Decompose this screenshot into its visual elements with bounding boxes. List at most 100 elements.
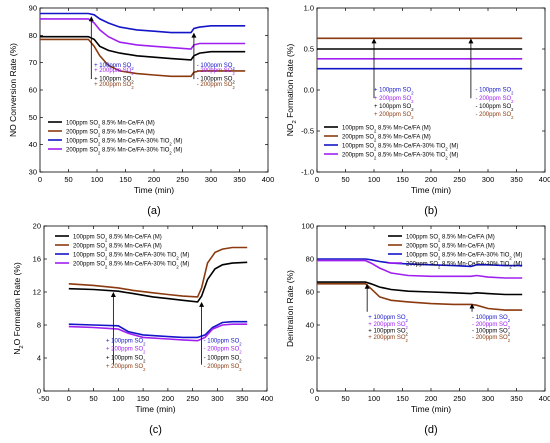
x-tick-label: 0: [315, 394, 319, 403]
annotation-remove-so2: - 100ppm SO2: [197, 76, 236, 84]
x-tick-label: 300: [482, 175, 495, 184]
x-tick-label: 150: [119, 175, 132, 184]
x-tick-label: 50: [341, 394, 349, 403]
y-tick-label: 20: [306, 354, 314, 363]
annotation-remove-so2: - 200ppm SO2: [472, 322, 511, 330]
legend-entry-1: 100ppm SO2 8.5% Mn-Ce/FA (M): [406, 234, 495, 242]
series-line-1: [40, 35, 246, 61]
y-tick-label: 8: [37, 321, 41, 330]
x-tick-label: 350: [510, 175, 523, 184]
x-tick-label: 300: [205, 175, 218, 184]
annotation-add-so2: + 100ppm SO2: [94, 63, 134, 71]
legend-entry-3: 100ppm SO2 8.5% Mn-Ce/FA-30% TiO2 (M): [406, 252, 522, 260]
arrow-head: [364, 283, 370, 289]
x-axis-label: Time (min): [411, 185, 451, 195]
legend-entry-1: 100ppm SO2 8.5% Mn-Ce/FA (M): [66, 120, 155, 128]
x-tick-label: 350: [236, 394, 249, 403]
y-tick-label: 40: [29, 140, 37, 149]
x-tick-label: 200: [425, 394, 438, 403]
y-axis-label: N2O Formation Rate (%): [12, 262, 25, 355]
annotation-add-so2: + 200ppm SO2: [106, 364, 146, 372]
legend-entry-2: 200ppm SO2 8.5% Mn-Ce/FA (M): [73, 243, 162, 251]
y-axis-label: Denitration Rate (%): [285, 270, 295, 347]
legend-entry-4: 200ppm SO2 8.5% Mn-Ce/FA-30% TiO2 (M): [406, 261, 522, 269]
annotation-remove-so2: - 200ppm SO2: [475, 112, 514, 120]
arrow-head: [88, 16, 94, 22]
y-tick-label: 4: [37, 354, 41, 363]
x-tick-label: 250: [453, 175, 466, 184]
x-tick-label: 100: [368, 175, 381, 184]
x-tick-label: 200: [148, 175, 161, 184]
chart-panel-a: 0 50 100 150 200 250 300 350 400 30 40 50 60 70 80 90 Ti…: [8, 4, 274, 218]
annotation-remove-so2: - 100ppm SO2: [475, 104, 514, 112]
annotation-add-so2: + 200ppm SO2: [106, 347, 146, 355]
legend: 100ppm SO2 8.5% Mn-Ce/FA (M)200ppm SO2 8…: [388, 234, 522, 269]
series-line-2: [40, 38, 246, 78]
legend-entry-1: 100ppm SO2 8.5% Mn-Ce/FA (M): [73, 234, 162, 242]
x-tick-label: 50: [341, 175, 349, 184]
arrow-head: [469, 303, 475, 309]
legend-entry-2: 200ppm SO2 8.5% Mn-Ce/FA (M): [342, 134, 431, 142]
chart-panel-b: 0 50 100 150 200 250 300 350 400 -1.0 -0.5 0.0 0.5 1.…: [285, 4, 550, 218]
series-line-3: [317, 258, 523, 268]
y-tick-label: -0.5: [301, 127, 314, 136]
annotation-add-so2: + 200ppm SO2: [94, 68, 134, 76]
y-tick-label: 80: [306, 255, 314, 264]
series-line-2: [68, 246, 248, 298]
y-tick-label: 70: [29, 58, 37, 67]
x-tick-label: 50: [89, 394, 97, 403]
annotation-add-so2: + 200ppm SO2: [368, 335, 408, 343]
legend: 100ppm SO2 8.5% Mn-Ce/FA (M)200ppm SO2 8…: [48, 120, 182, 155]
y-tick-label: 0.5: [304, 45, 314, 54]
legend-entry-4: 200ppm SO2 8.5% Mn-Ce/FA-30% TiO2 (M): [66, 147, 182, 155]
legend-entry-1: 100ppm SO2 8.5% Mn-Ce/FA (M): [342, 125, 431, 133]
series-line-1: [317, 281, 523, 296]
annotation-remove-so2: - 100ppm SO2: [472, 315, 511, 323]
annotation-add-so2: + 100ppm SO2: [368, 315, 408, 323]
annotation-add-so2: + 100ppm SO2: [374, 104, 414, 112]
y-tick-label: 60: [29, 86, 37, 95]
panel-label: (c): [149, 424, 162, 436]
annotation-add-so2: + 200ppm SO2: [94, 82, 134, 90]
x-tick-label: 150: [396, 394, 409, 403]
x-tick-label: 400: [539, 175, 550, 184]
annotation-add-so2: + 100ppm SO2: [94, 76, 134, 84]
series-line-4: [68, 323, 248, 342]
chart-panel-c: -50 0 50 100 150 200 250 300 350 400048121620Time…: [12, 222, 273, 437]
x-tick-label: 300: [211, 394, 224, 403]
x-tick-label: 150: [396, 175, 409, 184]
y-tick-label: 60: [306, 288, 314, 297]
y-tick-label: 40: [306, 321, 314, 330]
chart-panel-d: 0 50 100 150 200 250 300 350 400 0 20 40 60 80 100 Time…: [285, 222, 550, 437]
series-line-4: [40, 18, 246, 50]
series-line-3: [40, 12, 246, 34]
legend-entry-2: 200ppm SO2 8.5% Mn-Ce/FA (M): [66, 129, 155, 137]
series-line-4: [317, 259, 523, 279]
x-tick-label: 250: [453, 394, 466, 403]
annotation-remove-so2: - 100ppm SO2: [204, 356, 243, 364]
annotation-add-so2: + 100ppm SO2: [374, 88, 414, 96]
x-tick-label: 100: [368, 394, 381, 403]
annotation-add-so2: + 100ppm SO2: [368, 328, 408, 336]
annotation-add-so2: + 100ppm SO2: [106, 356, 146, 364]
y-tick-label: 20: [33, 222, 41, 231]
x-tick-label: 400: [261, 394, 274, 403]
x-tick-label: 250: [186, 394, 199, 403]
legend-entry-3: 100ppm SO2 8.5% Mn-Ce/FA-30% TiO2 (M): [342, 143, 458, 151]
x-tick-label: 100: [112, 394, 125, 403]
x-tick-label: 0: [67, 394, 71, 403]
annotation-remove-so2: - 200ppm SO2: [475, 96, 514, 104]
legend-entry-2: 200ppm SO2 8.5% Mn-Ce/FA (M): [406, 243, 495, 251]
y-tick-label: 30: [29, 168, 37, 177]
legend-entry-4: 200ppm SO2 8.5% Mn-Ce/FA-30% TiO2 (M): [73, 261, 189, 269]
legend-entry-4: 200ppm SO2 8.5% Mn-Ce/FA-30% TiO2 (M): [342, 152, 458, 160]
series-line-3: [68, 320, 248, 339]
arrow-head: [199, 301, 205, 307]
annotation-remove-so2: - 100ppm SO2: [204, 338, 243, 346]
y-tick-label: 90: [29, 4, 37, 13]
x-axis-label: Time (min): [135, 404, 175, 414]
annotation-remove-so2: - 200ppm SO2: [472, 335, 511, 343]
x-tick-label: 100: [91, 175, 104, 184]
plot-frame: [43, 225, 268, 392]
panel-label: (d): [424, 424, 437, 436]
